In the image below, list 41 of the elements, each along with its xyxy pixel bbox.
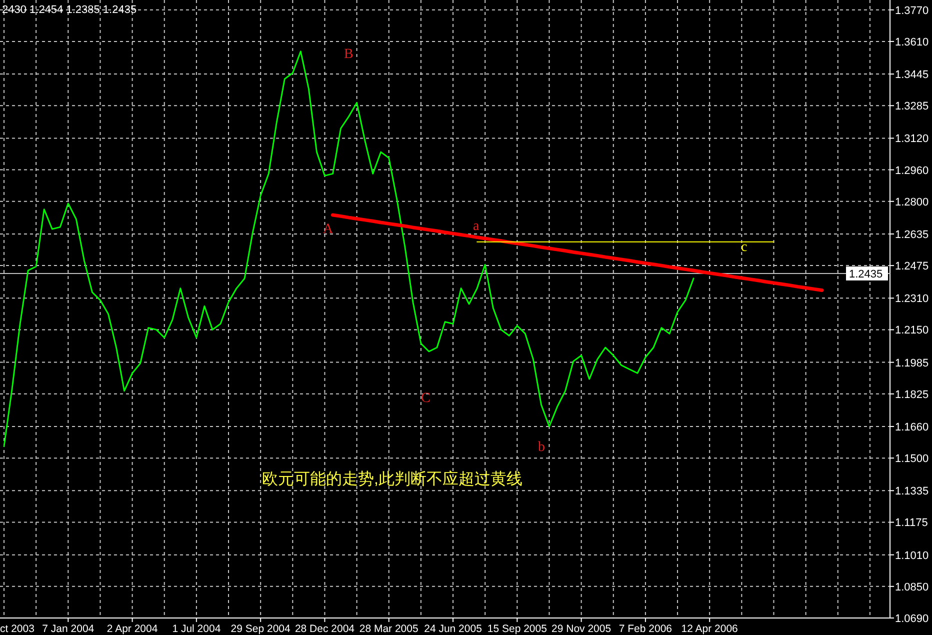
y-tick-label: 1.2475 (895, 260, 929, 273)
x-tick-label: 24 Jun 2005 (424, 623, 482, 635)
x-tick-label: 28 Dec 2004 (294, 623, 355, 635)
x-tick-label: 29 Nov 2005 (552, 623, 612, 635)
y-tick-label: 1.1985 (895, 357, 929, 370)
text: ct 2003 (0, 623, 35, 635)
y-tick-label: 1.1175 (895, 517, 928, 530)
y-tick-label: 1.2310 (895, 293, 929, 306)
y-tick-label: 1.2635 (895, 228, 929, 241)
annotation: 2430 1.2454 1.2385 1.2435 (2, 4, 137, 16)
y-tick-label: 1.2960 (895, 164, 929, 177)
y-tick-label: 1.2150 (895, 324, 929, 337)
ref-line-label: 1.2435 (849, 268, 883, 280)
y-tick-label: 1.2800 (895, 196, 929, 208)
y-tick-label: 1.1500 (895, 453, 929, 466)
y-tick-label: 1.3770 (895, 4, 929, 17)
y-tick-label: 1.1010 (895, 550, 929, 562)
x-tick-label: 28 Mar 2005 (359, 623, 419, 635)
x-tick-label: 29 Sep 2004 (230, 623, 291, 635)
annotation: c (741, 240, 748, 255)
y-tick-label: 1.1660 (895, 421, 929, 434)
y-tick-label: 1.3120 (895, 133, 929, 146)
y-tick-label: 1.1825 (895, 388, 929, 401)
x-tick-label: 7 Feb 2006 (618, 623, 672, 635)
x-tick-label: 15 Sep 2005 (487, 623, 548, 635)
x-tick-label: 12 Apr 2006 (681, 623, 738, 635)
annotation: A (323, 222, 334, 237)
x-tick-label: 1 Jul 2004 (172, 623, 221, 635)
y-tick-label: 1.1335 (895, 486, 929, 498)
annotation: C (421, 391, 430, 406)
y-tick-label: 1.3445 (895, 69, 929, 82)
annotation: b (538, 440, 545, 455)
y-tick-label: 1.3610 (895, 36, 929, 48)
annotation: B (344, 47, 354, 62)
x-tick-label: 2 Apr 2004 (106, 623, 158, 635)
y-tick-label: 1.0690 (895, 613, 929, 625)
annotation: a (473, 219, 480, 234)
y-tick-label: 1.3285 (895, 100, 929, 113)
x-tick-label: 7 Jan 2004 (42, 623, 94, 635)
y-tick-label: 1.0850 (895, 581, 929, 594)
annotation: 欧元可能的走势,此判断不应超过黄线 (262, 470, 522, 488)
